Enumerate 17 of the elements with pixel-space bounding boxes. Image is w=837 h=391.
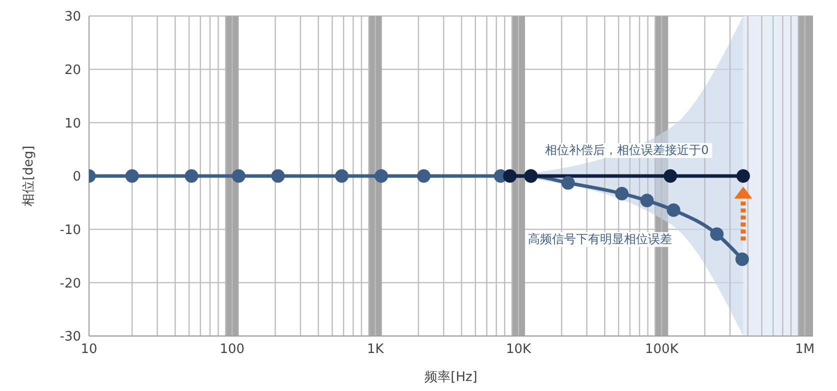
y-tick-label: 20	[64, 62, 81, 78]
x-tick-label: 100K	[645, 342, 679, 358]
annotation: 高频信号下有明显相位误差	[525, 232, 675, 247]
y-tick-label: -30	[60, 330, 81, 345]
annotation: 相位补偿后，相位误差接近于0	[542, 143, 712, 158]
x-tick-label: 10K	[506, 342, 532, 358]
x-axis-title: 频率[Hz]	[424, 369, 478, 385]
y-tick-label: 30	[64, 10, 81, 25]
y-tick-label: -10	[60, 222, 81, 238]
x-tick-label: 100	[220, 342, 245, 358]
y-tick-label: 10	[64, 116, 81, 132]
y-axis-title: 相位[deg]	[22, 146, 37, 206]
x-tick-label: 1K	[366, 342, 384, 358]
x-tick-label: 1M	[795, 342, 815, 358]
y-tick-label: -20	[60, 276, 81, 292]
x-tick-label: 10	[80, 342, 98, 358]
y-tick-label: 0	[72, 170, 81, 185]
